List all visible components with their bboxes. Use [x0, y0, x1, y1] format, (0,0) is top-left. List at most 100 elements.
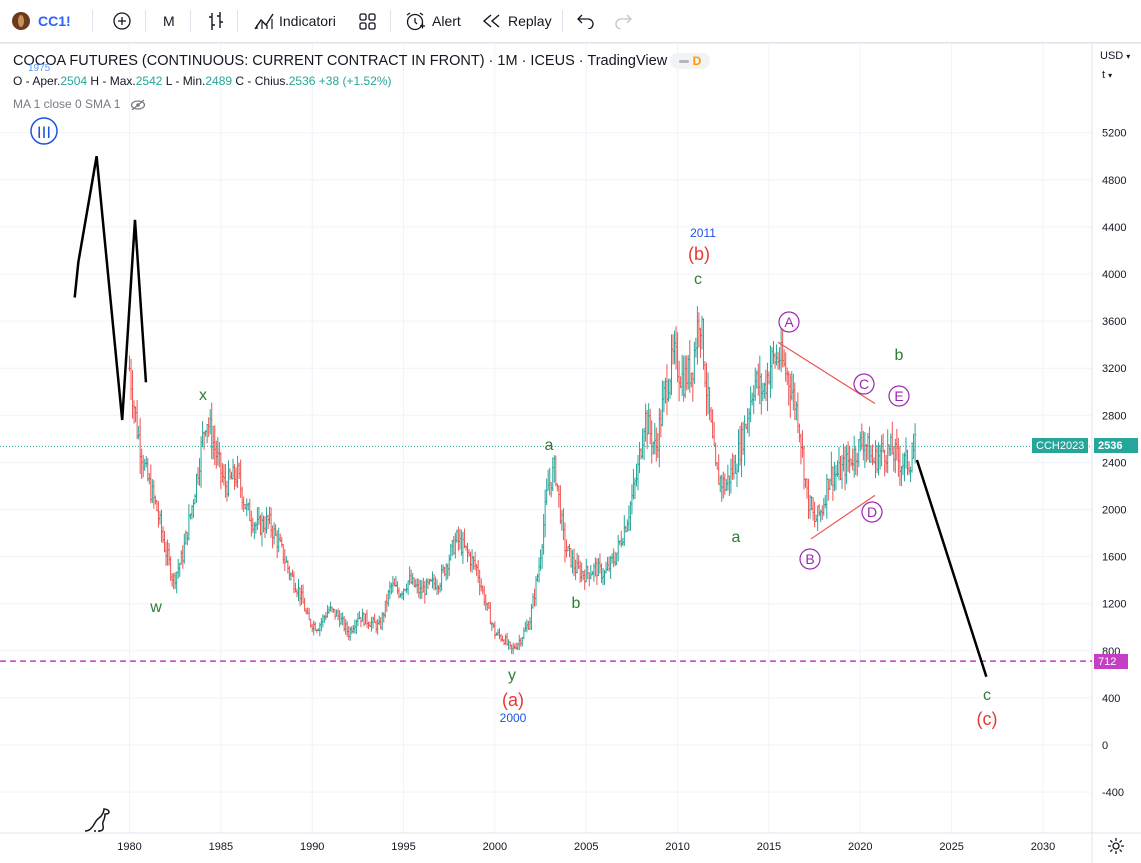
chart-type-button[interactable] — [206, 8, 226, 34]
wave-path-1975 — [73, 156, 148, 421]
alert-button[interactable]: Alert — [404, 8, 461, 34]
undo-button[interactable] — [577, 8, 595, 34]
low-value: 2489 — [205, 74, 233, 88]
toolbar-divider — [562, 10, 563, 32]
high-value: 2542 — [135, 74, 163, 88]
triangle-label-A: A — [784, 314, 794, 330]
triangle-label-C: C — [859, 376, 869, 392]
settings-gear-icon[interactable] — [1106, 836, 1126, 856]
tradingview-dino-icon[interactable] — [82, 804, 112, 834]
time-tick-label: 2015 — [757, 841, 781, 853]
indicators-label: Indicatori — [279, 13, 336, 29]
triangle-point-B-circle — [799, 548, 821, 570]
chart-grid — [0, 43, 1092, 833]
toolbar-divider — [390, 10, 391, 32]
price-tick-label: 400 — [1102, 693, 1120, 705]
year-label-2011: 2011 — [690, 226, 716, 240]
symbol-search-button[interactable]: CC1! — [12, 8, 71, 34]
wave-label-a: a — [545, 437, 554, 454]
chart-title: COCOA FUTURES (CONTINUOUS: CURRENT CONTR… — [13, 53, 668, 69]
open-label: O - Aper. — [13, 74, 61, 88]
redo-button[interactable] — [614, 8, 632, 34]
wave-label-paren-c: (c) — [977, 709, 998, 729]
interval-button[interactable]: M — [163, 8, 175, 34]
time-tick-label: 1995 — [391, 841, 415, 853]
rewind-icon — [482, 14, 500, 28]
wave-label-III: III — [37, 123, 51, 142]
level-price-label: 712 — [1098, 655, 1117, 668]
undo-icon — [577, 14, 594, 29]
price-tick-label: 1600 — [1102, 552, 1126, 564]
time-tick-label: 1980 — [117, 841, 141, 853]
toolbar-divider — [92, 10, 93, 32]
time-tick-label: 1985 — [209, 841, 233, 853]
close-label: C - Chius. — [235, 74, 289, 88]
price-tick-label: 2800 — [1102, 410, 1126, 422]
interval-label: M — [163, 13, 175, 29]
unit-label: t — [1102, 69, 1106, 81]
replay-button[interactable]: Replay — [482, 8, 552, 34]
price-tick-label: 3200 — [1102, 363, 1126, 375]
level-price-badge: 712 — [1094, 654, 1128, 669]
wave-drawings: III x w y a b c a b c (a) (b) (c) 2011 2000 A B C D E — [0, 117, 1092, 729]
triangle-lower-line — [810, 494, 876, 540]
cocoa-logo-icon — [12, 12, 30, 30]
year-label-2000: 2000 — [500, 711, 527, 725]
wave-label-a: a — [732, 529, 741, 546]
wave-label-paren-b: (b) — [688, 244, 710, 264]
indicators-icon — [254, 13, 274, 30]
triangle-upper-line — [777, 341, 876, 405]
price-tick-label: 2000 — [1102, 505, 1126, 517]
wave-label-b: b — [895, 347, 904, 364]
unit-button[interactable]: t ▾ — [1102, 69, 1112, 81]
toolbar-divider — [237, 10, 238, 32]
data-status-badge[interactable]: D — [670, 53, 710, 69]
toolbar-divider — [145, 10, 146, 32]
daily-badge-label: D — [692, 54, 702, 68]
alarm-clock-icon — [406, 12, 425, 31]
time-tick-label: 2020 — [848, 841, 872, 853]
replay-label: Replay — [508, 13, 552, 29]
wave-label-x: x — [199, 387, 207, 404]
plus-circle-icon — [113, 12, 131, 30]
time-tick-label: 2025 — [939, 841, 963, 853]
price-tick-label: 4400 — [1102, 222, 1126, 234]
high-label: H - Max. — [90, 74, 136, 88]
triangle-label-E: E — [894, 388, 903, 404]
ohlc-bars — [128, 306, 917, 655]
price-tick-label: 4800 — [1102, 175, 1126, 187]
triangle-point-C-circle — [853, 373, 875, 395]
wave-label-w: w — [149, 599, 162, 616]
status-dot-icon — [678, 59, 689, 63]
compare-button[interactable] — [112, 8, 132, 34]
layout-grid-icon — [359, 13, 376, 30]
ma-legend: MA 1 close 0 SMA 1 — [13, 97, 146, 111]
indicators-button[interactable]: Indicatori — [253, 8, 336, 34]
currency-label: USD — [1100, 50, 1124, 62]
close-value: 2536 — [288, 74, 316, 88]
eye-hidden-icon[interactable] — [130, 99, 146, 111]
ma-label: MA 1 close 0 SMA 1 — [13, 97, 121, 111]
symbol-price-badge: CCH2023 — [1032, 438, 1089, 453]
top-toolbar: CC1! M Indicatori Alert Replay — [0, 0, 1141, 43]
redo-icon — [615, 14, 632, 29]
change-value: +38 (+1.52%) — [318, 74, 392, 88]
projection-line — [915, 459, 988, 678]
price-chart[interactable]: III x w y a b c a b c (a) (b) (c) 2011 2000 A B C D E 5200 4… — [0, 43, 1141, 863]
price-tick-label: 1200 — [1102, 599, 1126, 611]
currency-button[interactable]: USD ▾ — [1100, 50, 1130, 62]
price-tick-label: 0 — [1102, 740, 1108, 752]
open-value: 2504 — [60, 74, 88, 88]
wave-label-paren-a: (a) — [502, 690, 524, 710]
low-label: L - Min. — [165, 74, 206, 88]
price-tick-label: -400 — [1102, 787, 1124, 799]
time-tick-label: 2000 — [483, 841, 507, 853]
triangle-label-B: B — [805, 551, 814, 567]
templates-button[interactable] — [358, 8, 378, 34]
wave-III-circle — [30, 117, 58, 145]
alert-label: Alert — [432, 13, 461, 29]
price-tick-label: 4000 — [1102, 269, 1126, 281]
toolbar-divider — [190, 10, 191, 32]
time-tick-label: 1990 — [300, 841, 324, 853]
current-price-label: 2536 — [1098, 439, 1123, 452]
